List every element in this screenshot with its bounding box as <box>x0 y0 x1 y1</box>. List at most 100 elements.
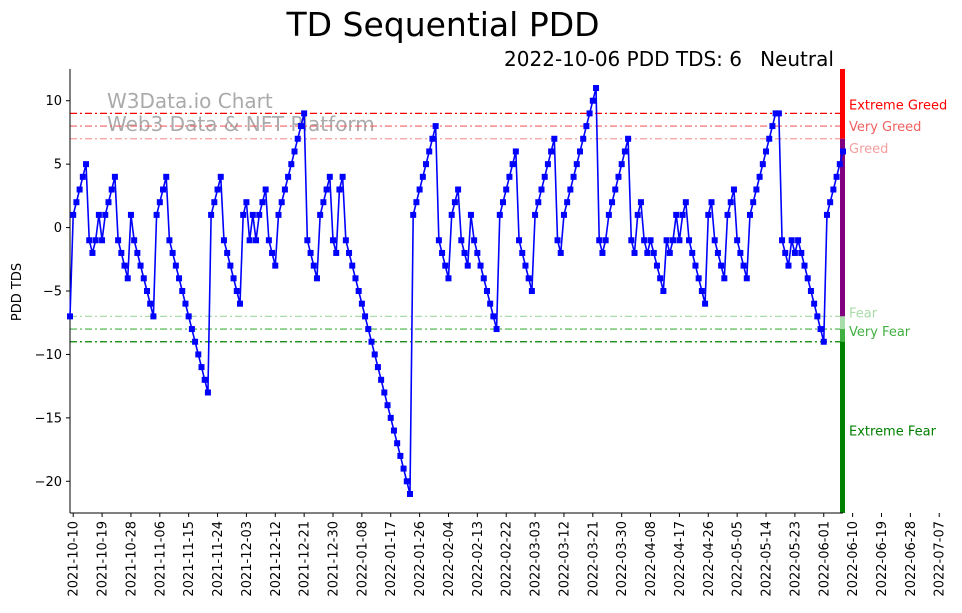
data-point <box>586 110 593 117</box>
x-tick-label: 2022-04-08 <box>644 521 659 597</box>
data-point <box>666 249 673 256</box>
data-point <box>79 173 86 180</box>
data-point <box>698 288 705 294</box>
data-point <box>432 123 439 130</box>
data-point <box>365 326 372 333</box>
x-tick-label: 2022-03-21 <box>586 521 601 597</box>
data-point <box>593 85 600 92</box>
data-point <box>256 211 263 218</box>
axes: 10 5 0 −5 −10 −15 −20 2021-10-10 2021-10-19 2021-… <box>35 69 962 597</box>
data-point <box>288 161 295 168</box>
data-point <box>576 148 583 155</box>
series-line <box>69 87 844 495</box>
data-point <box>823 211 830 218</box>
data-point <box>532 211 539 218</box>
data-point <box>506 173 513 180</box>
data-point <box>621 148 628 155</box>
data-point <box>92 237 99 244</box>
data-point <box>413 199 420 206</box>
data-point <box>83 161 90 168</box>
data-point <box>89 249 96 256</box>
zone-label-1: Very Greed <box>849 120 921 135</box>
data-point <box>330 237 337 244</box>
data-point <box>201 376 208 383</box>
data-point <box>115 237 122 244</box>
data-point <box>670 237 677 244</box>
data-point <box>795 237 802 244</box>
data-point <box>70 211 77 218</box>
x-tick-label: 2022-05-23 <box>788 521 803 597</box>
data-point <box>474 249 481 256</box>
y-tick-label: −15 <box>35 411 62 426</box>
data-point <box>801 262 808 269</box>
data-point <box>695 275 702 282</box>
sentiment-bar <box>840 69 845 513</box>
data-point <box>272 262 279 269</box>
x-tick-label: 2022-04-26 <box>702 521 717 597</box>
data-point <box>269 249 276 256</box>
x-tick-label: 2021-11-24 <box>211 521 226 597</box>
data-point <box>95 211 102 218</box>
zone-label-4: Very Fear <box>849 325 911 340</box>
data-point <box>278 199 285 206</box>
data-point <box>368 338 375 345</box>
data-point <box>423 161 430 168</box>
data-point <box>554 237 561 244</box>
data-point <box>522 262 529 269</box>
data-point <box>233 288 240 294</box>
data-point <box>490 313 497 320</box>
data-point <box>455 186 462 193</box>
sentiment-bar-segment-1 <box>840 138 845 317</box>
data-point <box>705 211 712 218</box>
data-point <box>782 249 789 256</box>
data-point <box>618 161 625 168</box>
data-point <box>230 275 237 282</box>
data-point <box>583 123 590 130</box>
data-point <box>204 389 211 396</box>
data-point <box>769 123 776 130</box>
data-point <box>625 135 632 142</box>
data-point <box>740 262 747 269</box>
data-point <box>560 211 567 218</box>
watermark-line-2: Web3 Data & NFT Platform <box>107 112 375 136</box>
y-tick-label: 0 <box>54 221 62 236</box>
data-point <box>320 199 327 206</box>
data-point <box>352 275 359 282</box>
data-point <box>509 161 516 168</box>
data-point <box>714 249 721 256</box>
x-tick-label: 2022-06-10 <box>846 521 861 597</box>
data-point <box>253 237 260 244</box>
data-point <box>265 237 272 244</box>
data-point <box>535 199 542 206</box>
data-point <box>493 326 500 333</box>
data-point <box>131 237 138 244</box>
data-point <box>628 237 635 244</box>
data-point <box>442 262 449 269</box>
data-point <box>708 199 715 206</box>
x-tick-label: 2021-11-06 <box>153 521 168 597</box>
data-point <box>339 173 346 180</box>
data-point <box>188 326 195 333</box>
data-point <box>612 186 619 193</box>
x-tick-label: 2021-10-28 <box>124 521 139 597</box>
data-point <box>525 275 532 282</box>
data-point <box>397 452 404 459</box>
data-point <box>198 364 205 371</box>
data-point <box>403 478 410 485</box>
data-point <box>323 186 330 193</box>
data-point <box>730 186 737 193</box>
data-point <box>820 338 827 345</box>
data-point <box>791 249 798 256</box>
data-point <box>220 237 227 244</box>
data-point <box>121 262 128 269</box>
data-point <box>503 186 510 193</box>
chart-title: TD Sequential PDD <box>285 5 599 44</box>
data-point <box>471 237 478 244</box>
data-point <box>326 173 333 180</box>
data-point <box>734 237 741 244</box>
data-point <box>798 249 805 256</box>
data-point <box>753 186 760 193</box>
data-point <box>746 211 753 218</box>
data-point <box>387 414 394 421</box>
data-point <box>467 211 474 218</box>
